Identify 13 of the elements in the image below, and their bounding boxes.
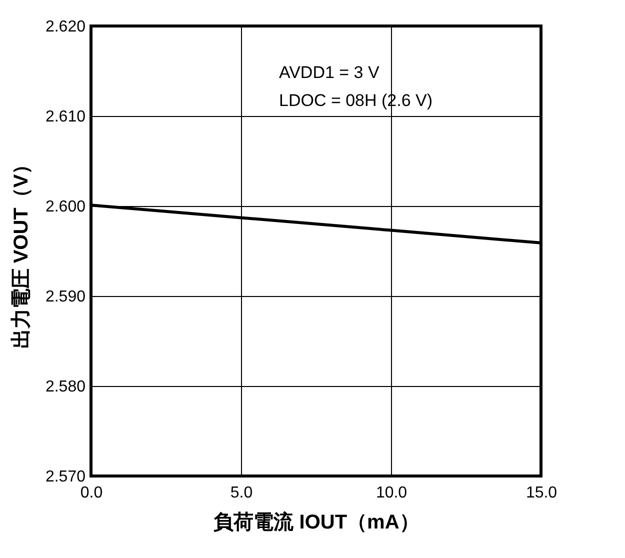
y-tick-label: 2.580: [45, 378, 86, 396]
x-tick-label: 5.0: [230, 484, 253, 502]
annotation: AVDD1 = 3 V: [279, 63, 380, 82]
x-tick-label: 15.0: [526, 484, 558, 502]
y-tick-label: 2.570: [45, 468, 86, 486]
x-tick-label: 0.0: [80, 484, 103, 502]
x-axis-title: 負荷電流 IOUT（mA）: [214, 510, 420, 534]
y-tick-label: 2.620: [45, 18, 86, 36]
y-tick-label: 2.590: [45, 288, 86, 306]
x-tick-label: 10.0: [376, 484, 408, 502]
y-tick-label: 2.610: [45, 108, 86, 126]
y-axis-title: 出力電圧 VOUT（V）: [10, 154, 32, 349]
y-tick-label: 2.600: [45, 198, 86, 216]
